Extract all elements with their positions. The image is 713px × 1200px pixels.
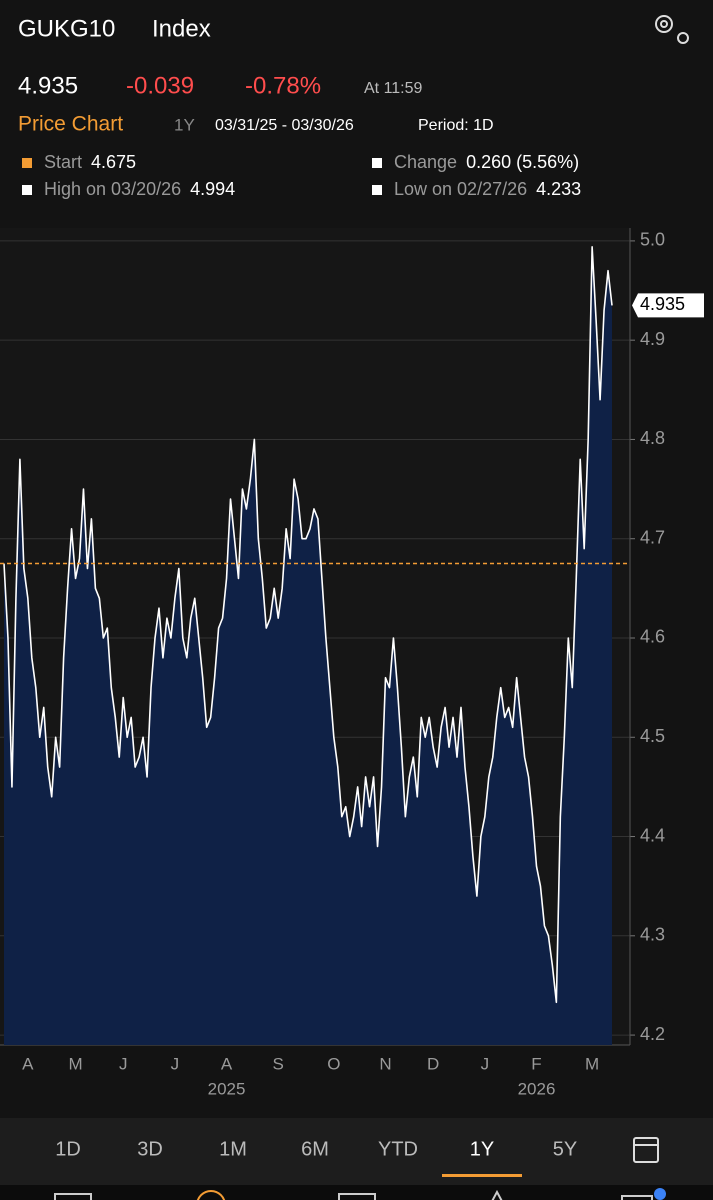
x-tick-label: J — [171, 1054, 180, 1073]
range-tab[interactable]: 6M — [301, 1138, 329, 1160]
nav-badge — [654, 1188, 666, 1200]
y-tick-label: 4.7 — [640, 527, 665, 547]
stat-value: 4.675 — [91, 152, 136, 172]
legend-square — [372, 158, 382, 168]
y-tick-label: 4.3 — [640, 925, 665, 945]
x-tick-label: N — [379, 1054, 391, 1073]
nav-icon[interactable] — [196, 1190, 226, 1200]
stat-label: High on 03/20/26 — [44, 179, 181, 199]
stat-label: Low on 02/27/26 — [394, 179, 527, 199]
x-tick-label: M — [68, 1054, 82, 1073]
calendar-icon[interactable] — [633, 1137, 659, 1163]
year-label: 2025 — [208, 1079, 246, 1098]
year-label: 2026 — [518, 1079, 556, 1098]
stat-label: Start — [44, 152, 82, 172]
y-tick-label: 4.4 — [640, 825, 665, 845]
legend-square — [22, 158, 32, 168]
chart-title: Price Chart — [18, 113, 123, 136]
nav-icons — [54, 1188, 666, 1200]
x-tick-label: O — [327, 1054, 340, 1073]
y-tick-label: 4.9 — [640, 329, 665, 349]
calendar-frame — [633, 1137, 659, 1163]
stat-label: Change — [394, 152, 457, 172]
range-tab[interactable]: YTD — [378, 1138, 418, 1160]
x-tick-label: M — [585, 1054, 599, 1073]
y-tick-label: 4.2 — [640, 1024, 665, 1044]
range-tab[interactable]: 3D — [137, 1138, 163, 1160]
price-line — [3, 246, 613, 1004]
x-tick-label: J — [481, 1054, 490, 1073]
legend-square — [22, 185, 32, 195]
y-tick-label: 5.0 — [640, 230, 665, 250]
last-price: 4.935 — [18, 72, 78, 99]
nav-icon[interactable] — [54, 1193, 92, 1200]
security-type: Index — [152, 15, 211, 42]
quote-time: At 11:59 — [364, 80, 423, 97]
x-tick-label: J — [119, 1054, 128, 1073]
x-tick-label: D — [427, 1054, 439, 1073]
gear-large — [655, 15, 673, 33]
range-tab[interactable]: 1D — [55, 1138, 81, 1160]
gear-small — [677, 32, 689, 44]
gear-hub — [660, 20, 668, 28]
last-value-label: 4.935 — [640, 294, 685, 314]
range-tab[interactable]: 1Y — [470, 1138, 494, 1160]
stat-value: 0.260 (5.56%) — [466, 152, 579, 172]
x-tick-label: S — [273, 1054, 284, 1073]
y-tick-label: 4.6 — [640, 627, 665, 647]
nav-icon[interactable] — [490, 1189, 504, 1200]
last-value-box — [632, 293, 704, 318]
pct-change: -0.78% — [245, 72, 321, 99]
settings-icon[interactable] — [655, 15, 689, 44]
range-tab[interactable]: 5Y — [553, 1138, 577, 1160]
selected-tab-underline — [442, 1174, 522, 1177]
net-change: -0.039 — [126, 72, 194, 99]
y-tick-label: 4.8 — [640, 428, 665, 448]
period: Period: 1D — [418, 117, 494, 134]
nav-icon[interactable] — [338, 1193, 376, 1200]
range-tab[interactable]: 1M — [219, 1138, 247, 1160]
ticker: GUKG10 — [18, 15, 115, 42]
x-tick-label: A — [221, 1054, 233, 1073]
x-tick-label: F — [531, 1054, 541, 1073]
stat-value: 4.994 — [190, 179, 235, 199]
nav-icon[interactable] — [621, 1195, 653, 1200]
range: 1Y — [174, 115, 195, 134]
tab-bar — [0, 1118, 713, 1185]
legend-square — [372, 185, 382, 195]
x-tick-label: A — [22, 1054, 34, 1073]
bottom-nav — [0, 1185, 713, 1200]
stat-value: 4.233 — [536, 179, 581, 199]
area-fill — [4, 246, 612, 1046]
y-tick-label: 4.5 — [640, 726, 665, 746]
date-range: 03/31/25 - 03/30/26 — [215, 117, 354, 134]
